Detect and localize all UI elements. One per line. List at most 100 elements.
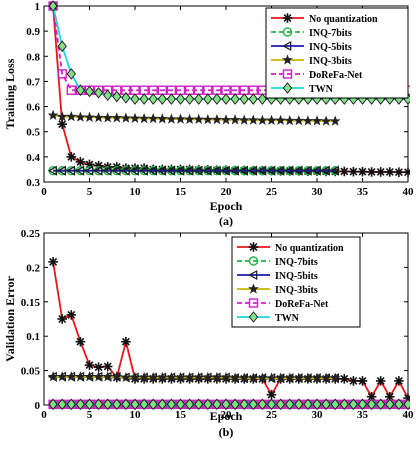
data-point bbox=[293, 114, 305, 126]
y-tick-label: 0 bbox=[35, 400, 41, 412]
y-tick-label: 0.1 bbox=[26, 331, 40, 343]
data-point bbox=[257, 165, 267, 176]
data-point bbox=[138, 112, 150, 124]
data-point bbox=[184, 165, 194, 176]
data-point bbox=[275, 398, 286, 411]
data-point bbox=[257, 398, 268, 411]
data-point bbox=[47, 165, 57, 176]
data-point bbox=[65, 110, 77, 122]
data-point-stroke bbox=[394, 376, 403, 385]
data-point bbox=[247, 372, 259, 383]
data-point bbox=[75, 84, 86, 97]
data-point bbox=[84, 398, 95, 411]
data-point bbox=[56, 110, 68, 122]
legend-label: INQ-5bits bbox=[309, 42, 352, 53]
data-point-fill bbox=[404, 400, 410, 409]
data-point bbox=[47, 109, 59, 120]
data-point bbox=[266, 372, 277, 383]
data-point-fill bbox=[250, 94, 257, 104]
data-point bbox=[66, 85, 77, 95]
legend-label: INQ-7bits bbox=[275, 257, 318, 268]
data-point-fill bbox=[377, 400, 384, 409]
data-point bbox=[202, 113, 214, 125]
data-point bbox=[66, 398, 76, 411]
data-point bbox=[220, 371, 232, 383]
data-point bbox=[329, 165, 339, 176]
x-axis-label: Epoch bbox=[210, 199, 243, 213]
data-point bbox=[266, 114, 277, 125]
data-point-fill bbox=[395, 400, 403, 409]
data-point bbox=[311, 115, 323, 126]
data-point bbox=[275, 165, 285, 176]
data-point-fill bbox=[140, 400, 148, 409]
data-point bbox=[357, 398, 368, 411]
data-point-fill bbox=[259, 94, 266, 104]
data-point-fill bbox=[277, 400, 284, 409]
data-point bbox=[321, 398, 331, 411]
data-point bbox=[284, 372, 296, 383]
y-tick-label: 0.9 bbox=[26, 26, 40, 38]
chart-panel-2: 0 5 10 15 20 25 30 35 40 0 0.05 0.1 0.15 0.2 0.25 Epoch… bbox=[3, 228, 414, 439]
data-point bbox=[75, 371, 86, 382]
data-point bbox=[257, 372, 268, 383]
data-point bbox=[194, 93, 204, 105]
data-point-stroke bbox=[376, 167, 385, 176]
data-point-stroke bbox=[404, 169, 410, 177]
data-point bbox=[203, 93, 213, 105]
data-point-stroke bbox=[385, 167, 394, 176]
data-point bbox=[175, 93, 186, 105]
data-point-fill bbox=[95, 400, 102, 409]
y-tick-label: 0.05 bbox=[21, 366, 41, 378]
data-point bbox=[229, 372, 241, 383]
y-tick-label: 0.5 bbox=[26, 127, 40, 139]
data-point-fill bbox=[86, 87, 93, 96]
x-tick-label: 40 bbox=[403, 186, 415, 198]
data-point bbox=[75, 165, 85, 176]
legend-label: DoReFa-Net bbox=[275, 299, 329, 310]
legend-marker bbox=[282, 27, 293, 37]
data-point bbox=[66, 165, 76, 176]
legend-marker bbox=[248, 269, 258, 281]
data-point bbox=[212, 398, 222, 411]
legend: No quantization INQ-7bits INQ-5bits INQ-3bi… bbox=[231, 236, 361, 328]
data-point-fill bbox=[113, 92, 120, 101]
data-point-fill bbox=[49, 1, 57, 11]
data-point bbox=[112, 398, 122, 411]
data-point-stroke bbox=[49, 257, 58, 266]
y-axis-label: Training Loss bbox=[3, 58, 17, 129]
data-point bbox=[293, 372, 305, 383]
data-point-fill bbox=[204, 400, 211, 409]
data-point bbox=[184, 93, 195, 105]
x-tick-label: 15 bbox=[175, 186, 187, 198]
data-point bbox=[248, 93, 258, 105]
data-point bbox=[266, 165, 276, 176]
data-point bbox=[220, 114, 232, 125]
data-point bbox=[166, 371, 177, 383]
data-point bbox=[129, 112, 141, 123]
x-tick-label: 0 bbox=[41, 409, 47, 421]
data-point-fill bbox=[122, 400, 130, 409]
x-tick-label: 40 bbox=[403, 409, 415, 421]
data-point-stroke bbox=[67, 152, 76, 161]
legend-label: DoReFa-Net bbox=[309, 70, 363, 81]
data-point-fill bbox=[350, 400, 357, 409]
data-point-stroke bbox=[349, 376, 358, 385]
legend-marker-stroke bbox=[249, 243, 258, 251]
data-point-fill bbox=[368, 400, 375, 409]
data-point-fill bbox=[77, 86, 84, 95]
y-tick-label: 0.3 bbox=[26, 177, 40, 189]
data-point bbox=[348, 398, 359, 411]
x-tick-label: 35 bbox=[357, 409, 369, 421]
data-point bbox=[93, 86, 104, 99]
data-point bbox=[93, 111, 104, 123]
data-point-stroke bbox=[58, 315, 67, 323]
data-point bbox=[238, 165, 248, 176]
data-point bbox=[294, 398, 304, 411]
data-point bbox=[47, 371, 59, 382]
data-point bbox=[229, 165, 239, 176]
series-twn bbox=[48, 398, 410, 411]
data-point-stroke bbox=[85, 361, 94, 370]
data-point bbox=[248, 165, 258, 176]
data-point-fill bbox=[322, 400, 330, 409]
series-inq-3bits bbox=[47, 371, 341, 383]
